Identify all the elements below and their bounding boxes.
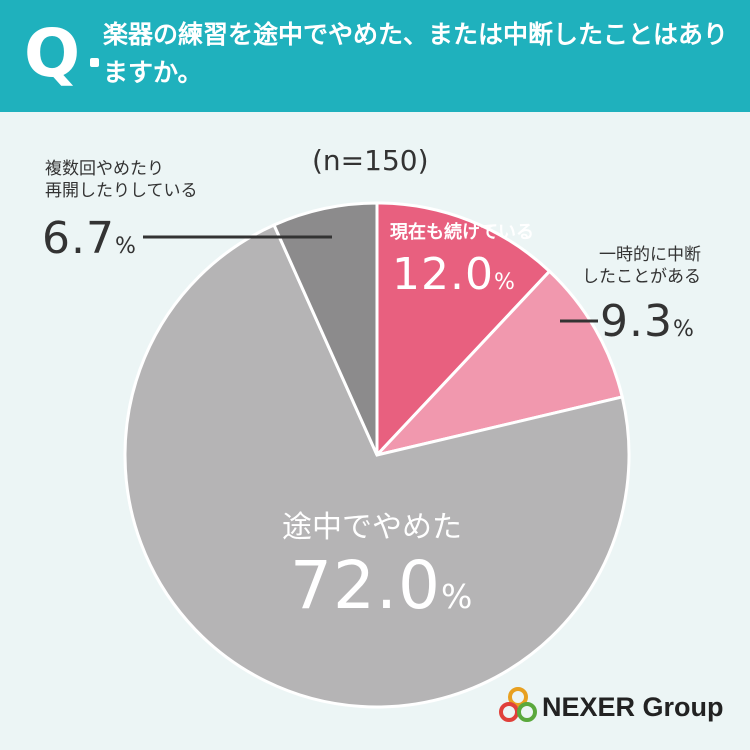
slice-value-interrupt: 6.7% [42, 214, 137, 272]
slice-value-stopped-once-number: 9.3 [600, 296, 673, 347]
slice-value-interrupt-number: 6.7 [42, 213, 115, 264]
percent-sign: % [672, 317, 695, 342]
percent-sign: % [114, 234, 137, 259]
slice-label-stopped-once-line2: したことがある [582, 267, 701, 287]
slice-label-interrupt-line1: 複数回やめたり [45, 159, 164, 179]
nexer-logo-text: NEXER Group [542, 692, 724, 722]
slice-label-stopped-once: 一時的に中断 したことがある [582, 244, 701, 288]
nexer-logo-icon [499, 687, 537, 722]
slice-label-interrupt-line2: 再開したりしている [45, 181, 198, 201]
question-header: Q 楽器の練習を途中でやめた、または中断したことはありますか。 [0, 0, 750, 112]
percent-sign: % [493, 270, 516, 295]
pie-slice-stopped-once [372, 269, 625, 458]
pie-slice-interrupt [272, 201, 379, 456]
question-text: 楽器の練習を途中でやめた、または中断したことはありますか。 [103, 20, 729, 87]
question-mark-dot [90, 58, 99, 67]
slice-label-interrupt: 複数回やめたり 再開したりしている [45, 158, 198, 202]
pie-slice-continue [375, 201, 552, 459]
slice-value-stopped-once: 9.3% [600, 297, 695, 355]
slice-value-quit: 72.0% [290, 548, 473, 635]
slice-value-continue: 12.0% [392, 250, 516, 308]
slice-value-quit-number: 72.0 [290, 547, 441, 624]
percent-sign: % [440, 577, 474, 616]
slice-label-quit: 途中でやめた [282, 510, 462, 545]
slice-label-stopped-once-line1: 一時的に中断 [599, 245, 701, 265]
question-mark: Q [24, 15, 81, 92]
pie-slice-quit [123, 223, 631, 709]
nexer-logo: NEXER Group [498, 684, 738, 732]
sample-size-label: (n=150) [312, 144, 429, 177]
slice-value-continue-number: 12.0 [392, 249, 494, 300]
slice-label-continue: 現在も続けている [390, 222, 534, 243]
